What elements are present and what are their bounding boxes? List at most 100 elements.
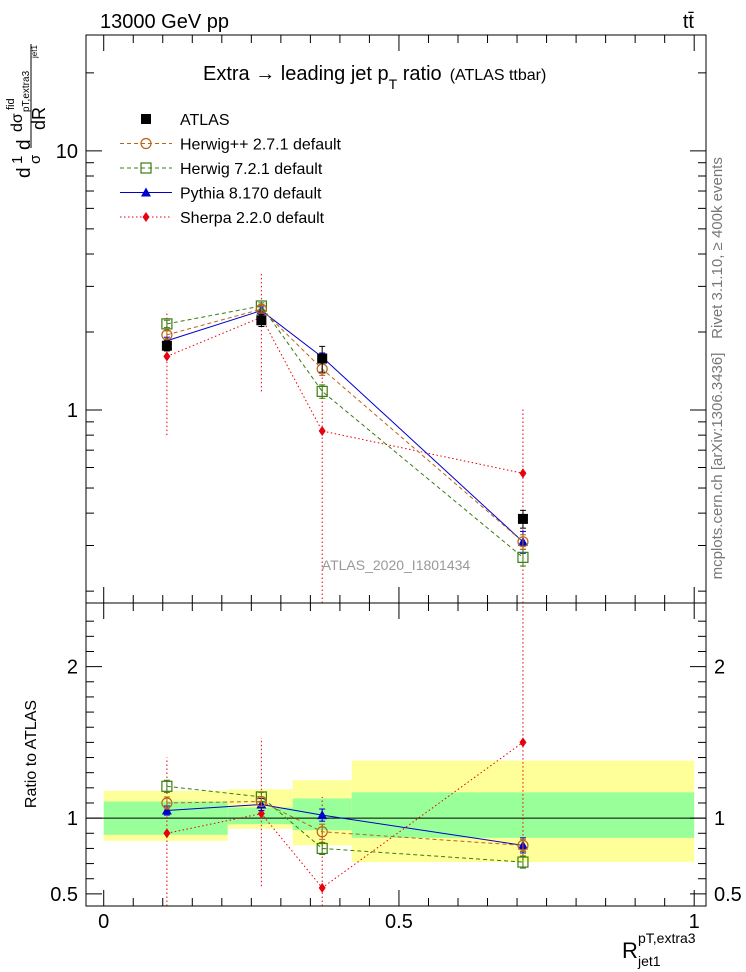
- legend-label: Herwig 7.2.1 default: [180, 161, 323, 178]
- x-axis-ticks: 0 0.5 1: [98, 35, 700, 933]
- legend-marker: [141, 114, 151, 124]
- series-herwig-7-2-1-default: [161, 300, 529, 567]
- legend-marker: [140, 162, 152, 174]
- xlabel-sup: pT,extra3: [638, 930, 696, 946]
- data-point: [517, 839, 529, 852]
- legend-label: Sherpa 2.2.0 default: [180, 210, 325, 227]
- y-tick-label-ratio: 0.5: [50, 884, 78, 906]
- main-ylabel: d 1 σ d dσ fid pT,extra3 jet1 dR: [5, 44, 49, 178]
- data-point: [517, 856, 529, 868]
- data-point: [161, 780, 173, 792]
- ylabel-dsigma: dσ: [9, 113, 26, 132]
- data-point: [316, 385, 328, 397]
- data-point: [517, 551, 529, 563]
- data-point: [257, 808, 265, 819]
- main-panel: 1 10 Extra → leading jet pT ratio (ATLAS t…: [5, 34, 707, 604]
- series-line: [166, 800, 523, 846]
- main-axis-ticks: 1 10: [56, 72, 706, 592]
- y-tick-label-main: 1: [67, 400, 78, 422]
- x-tick-label: 0: [98, 911, 109, 933]
- ratio-ylabel: Ratio to ATLAS: [23, 700, 40, 808]
- series-line: [166, 785, 523, 863]
- legend-label: Herwig++ 2.7.1 default: [180, 137, 342, 154]
- legend-marker: [141, 187, 151, 197]
- ratio-axis-ticks: 0.5 0.5 1 1 2 2: [50, 620, 742, 906]
- legend-marker: [142, 212, 150, 222]
- x-axis-label: R pT,extra3 jet1: [622, 930, 696, 969]
- data-point: [318, 882, 326, 893]
- series-pythia-8-170-default: [161, 305, 528, 554]
- legend: ATLAS Herwig++ 2.7.1 default Herwig 7.2.1 …: [120, 112, 342, 227]
- data-point: [163, 351, 171, 362]
- ylabel-dr: dR: [29, 107, 49, 130]
- series-sherpa-2-2-0-default: [163, 606, 527, 906]
- chart-title: Extra → leading jet pT ratio (ATLAS ttbar…: [203, 63, 546, 92]
- ylabel-one: 1: [9, 156, 26, 164]
- data-point: [256, 315, 267, 326]
- title-main: Extra → leading jet p: [203, 63, 389, 85]
- ylabel-fid: fid: [5, 98, 17, 110]
- y-tick-label-ratio: 2: [67, 657, 78, 679]
- data-point: [161, 340, 172, 351]
- ratio-frame: [85, 602, 707, 907]
- legend-marker: [140, 137, 152, 150]
- data-point: [255, 795, 267, 808]
- series-line: [166, 308, 524, 543]
- y-tick-label-ratio-right: 2: [714, 657, 725, 679]
- data-point: [519, 468, 527, 479]
- ylabel-d: d: [14, 167, 35, 178]
- series-herwig-2-7-1-default: [161, 303, 529, 550]
- legend-label: Pythia 8.170 default: [180, 186, 322, 203]
- process-label: tt̄: [683, 11, 695, 33]
- series-atlas: [161, 313, 528, 529]
- data-point: [317, 353, 328, 364]
- ratio-bands: [103, 760, 695, 863]
- ylabel-d2: d: [14, 139, 35, 150]
- legend-entry: Pythia 8.170 default: [120, 186, 322, 203]
- data-point: [316, 842, 328, 855]
- legend-label: ATLAS: [180, 112, 230, 129]
- series-herwig-2-7-1-default: [161, 795, 529, 852]
- analysis-id: ATLAS_2020_I1801434: [322, 557, 471, 573]
- ylabel-pt-extra3: pT,extra3: [21, 70, 32, 112]
- beam-label: 13000 GeV pp: [100, 11, 229, 33]
- series-line: [166, 316, 524, 474]
- main-series: [161, 272, 529, 603]
- y-tick-label-main: 10: [56, 141, 78, 163]
- data-point: [316, 826, 328, 838]
- data-point: [517, 513, 528, 524]
- legend-entry: Sherpa 2.2.0 default: [120, 210, 325, 227]
- svg-text:Extra → leading jet pT ratio(A: Extra → leading jet pT ratio (ATLAS ttbar…: [203, 63, 546, 92]
- series-line: [166, 803, 524, 846]
- title-subscript: T: [389, 76, 398, 92]
- xlabel-sub: jet1: [637, 953, 661, 969]
- series-line: [166, 309, 524, 543]
- ratio-panel: 0.5 0.5 1 1 2 2 Ratio to ATLAS: [23, 602, 742, 907]
- y-tick-label-ratio-right: 0.5: [714, 884, 742, 906]
- series-sherpa-2-2-0-default: [163, 272, 527, 603]
- legend-entry: Herwig++ 2.7.1 default: [120, 137, 342, 154]
- data-point: [161, 797, 173, 809]
- data-point: [163, 828, 171, 839]
- ylabel-jet1: jet1: [30, 45, 39, 59]
- title-after: ratio: [397, 63, 441, 85]
- data-point: [161, 329, 173, 341]
- rivet-label: Rivet 3.1.10, ≥ 400k events: [709, 157, 726, 339]
- main-frame: [85, 34, 707, 604]
- series-line: [166, 305, 524, 558]
- x-tick-label: 1: [689, 911, 700, 933]
- data-point: [317, 810, 328, 820]
- y-tick-label-ratio: 1: [67, 808, 78, 830]
- series-line: [166, 741, 524, 889]
- series-herwig-7-2-1-default: [161, 779, 529, 869]
- legend-entry: ATLAS: [141, 112, 230, 129]
- data-point: [517, 536, 529, 548]
- legend-entry: Herwig 7.2.1 default: [120, 161, 323, 178]
- y-tick-label-ratio-right: 1: [714, 808, 725, 830]
- xlabel-main: R: [622, 938, 638, 963]
- mcplots-label: mcplots.cern.ch [arXiv:1306.3436]: [709, 353, 726, 580]
- ylabel-sigma: σ: [27, 154, 44, 164]
- x-tick-label: 0.5: [385, 911, 413, 933]
- data-point: [161, 318, 173, 330]
